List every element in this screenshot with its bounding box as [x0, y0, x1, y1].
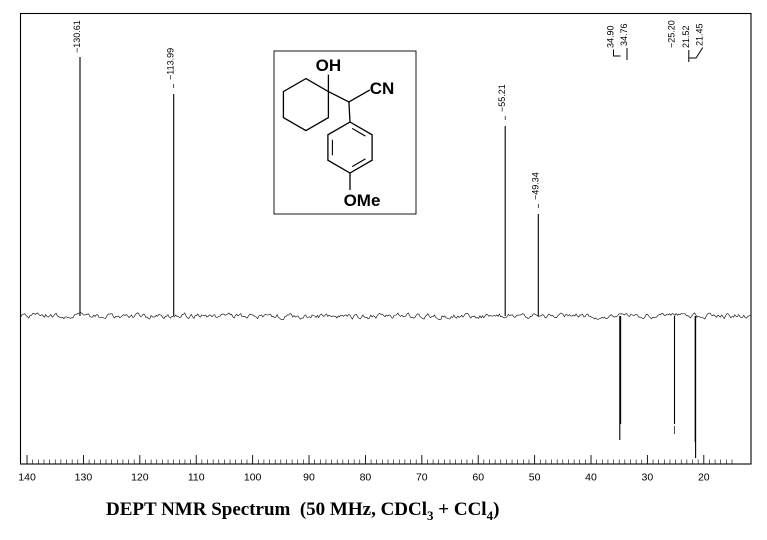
svg-text:CN: CN	[370, 79, 395, 98]
svg-text:70: 70	[416, 472, 428, 484]
svg-text:140: 140	[18, 472, 36, 484]
svg-text:30: 30	[642, 472, 654, 484]
svg-text:80: 80	[360, 472, 372, 484]
svg-text:21.52: 21.52	[681, 25, 691, 48]
svg-text:−55.21: −55.21	[497, 84, 507, 112]
svg-text:90: 90	[303, 472, 315, 484]
svg-text:OH: OH	[316, 56, 342, 75]
svg-text:130: 130	[75, 472, 93, 484]
svg-text:50: 50	[529, 472, 541, 484]
svg-text:−113.99: −113.99	[166, 48, 176, 80]
svg-text:21.45: 21.45	[695, 23, 705, 46]
svg-text:20: 20	[698, 472, 710, 484]
svg-text:120: 120	[131, 472, 149, 484]
svg-text:100: 100	[244, 472, 262, 484]
svg-text:110: 110	[188, 472, 205, 484]
svg-text:34.76: 34.76	[619, 23, 629, 46]
svg-text:OMe: OMe	[344, 191, 381, 210]
svg-text:−130.61: −130.61	[72, 20, 82, 53]
svg-text:40: 40	[585, 472, 597, 484]
svg-text:−25.20: −25.20	[667, 20, 677, 48]
svg-text:−49.34: −49.34	[530, 172, 540, 200]
svg-text:60: 60	[472, 472, 484, 484]
svg-text:34.90: 34.90	[606, 25, 616, 48]
